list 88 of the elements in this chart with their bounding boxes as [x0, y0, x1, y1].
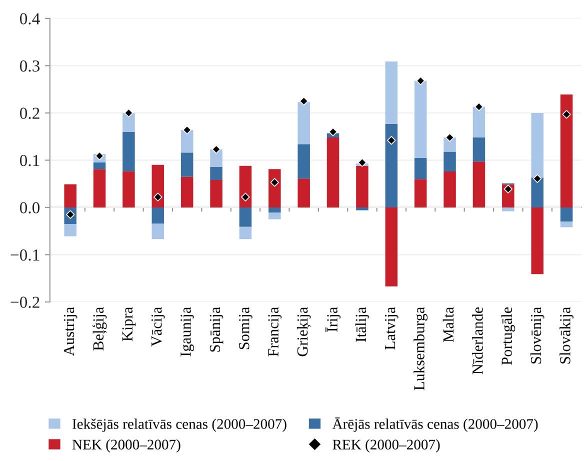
bar — [268, 169, 281, 208]
bar — [239, 226, 252, 240]
x-tick-label: Austrija — [64, 307, 78, 356]
y-tick-label: 0.4 — [20, 13, 40, 24]
bar — [298, 102, 310, 144]
bar — [64, 184, 76, 208]
point — [270, 178, 279, 187]
bar — [180, 176, 194, 208]
bar — [298, 178, 310, 208]
bar — [152, 224, 164, 240]
bar — [298, 144, 310, 179]
x-tick-label: Latvija — [384, 307, 398, 350]
bar — [210, 180, 222, 208]
point — [124, 108, 134, 118]
bar — [444, 152, 456, 172]
y-tick-label: 0.1 — [20, 154, 40, 166]
point — [95, 152, 104, 160]
bar — [414, 80, 427, 158]
point — [241, 192, 250, 202]
bar — [64, 224, 76, 236]
x-tick-label: Īrija — [326, 307, 341, 332]
bar — [93, 169, 106, 208]
bar — [268, 207, 281, 213]
bar — [414, 179, 427, 208]
bar — [268, 212, 281, 220]
point — [358, 158, 367, 167]
x-tick-label: Slovēnija — [530, 307, 544, 364]
y-tick-label: −0.1 — [10, 249, 40, 261]
bar — [502, 207, 514, 212]
bar — [93, 162, 106, 170]
bar — [122, 171, 135, 208]
bar — [356, 166, 368, 208]
point — [533, 174, 542, 183]
y-tick-label: 0.3 — [20, 60, 40, 72]
x-tick-label: Luksemburga — [414, 307, 428, 390]
bar — [122, 112, 135, 132]
bar — [180, 152, 194, 177]
bar — [122, 132, 135, 172]
bar — [531, 112, 544, 178]
point — [562, 110, 571, 119]
bar — [385, 124, 398, 208]
bar — [239, 166, 252, 208]
bar — [472, 162, 486, 208]
bar — [356, 207, 368, 210]
bar — [472, 138, 486, 162]
point — [328, 128, 338, 136]
bar — [385, 207, 398, 286]
bar — [472, 106, 486, 138]
point — [504, 184, 513, 194]
x-tick-label: Spānija — [210, 307, 224, 352]
legend-label: NEK (2000–2007) — [72, 439, 180, 452]
bar — [210, 166, 222, 180]
bar — [326, 138, 340, 208]
x-tick-label: Itālija — [355, 307, 370, 342]
x-tick-label: Portugāle — [501, 307, 516, 365]
legend-label: REK (2000–2007) — [332, 439, 440, 452]
bar — [385, 61, 398, 124]
x-tick-label: Francija — [268, 307, 282, 356]
y-tick-label: 0.2 — [20, 108, 40, 119]
legend-label: Iekšējās relatīvās cenas (2000–2007) — [72, 418, 286, 432]
bar — [444, 172, 456, 208]
bar — [414, 158, 427, 180]
x-tick-label: Igaunija — [180, 307, 194, 356]
x-tick-label: Slovākija — [560, 307, 574, 364]
bar — [210, 149, 222, 167]
x-tick-label: Beļģija — [92, 307, 107, 351]
bar — [531, 178, 544, 208]
y-tick-label: −0.2 — [10, 296, 40, 308]
bar — [531, 207, 544, 274]
bar — [180, 130, 194, 153]
bar — [239, 207, 252, 227]
x-tick-label: Grieķija — [296, 307, 311, 356]
x-tick-label: Nīderlande — [472, 307, 483, 374]
x-tick-label: Malta — [442, 307, 454, 342]
y-tick-label: 0.0 — [20, 202, 40, 214]
legend-label: Ārējās relatīvās cenas (2000–2007) — [332, 418, 538, 432]
point — [445, 133, 454, 142]
bar — [152, 207, 164, 224]
bar — [560, 222, 573, 228]
x-tick-label: Kipra — [122, 307, 136, 342]
point — [299, 96, 308, 106]
bar — [152, 164, 164, 208]
x-tick-label: Vācija — [151, 307, 165, 347]
x-tick-label: Somija — [239, 307, 252, 350]
bar — [560, 94, 573, 208]
bar — [560, 207, 573, 222]
point — [387, 136, 396, 145]
point — [154, 192, 162, 202]
